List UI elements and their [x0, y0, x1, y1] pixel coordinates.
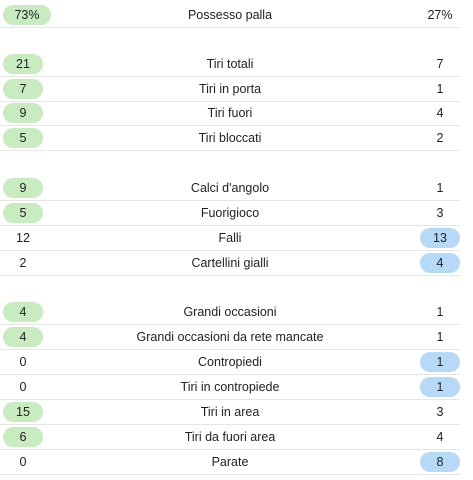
away-value: 27%	[427, 8, 453, 22]
home-value: 21	[3, 54, 43, 74]
stat-row-counter-attack-shots: 0 Tiri in contropiede 1	[0, 375, 460, 400]
stat-row-possession: 73% Possesso palla 27%	[0, 3, 460, 28]
home-value: 5	[3, 203, 43, 223]
away-value: 1	[436, 82, 444, 96]
home-value: 5	[3, 128, 43, 148]
away-value: 4	[436, 430, 444, 444]
stat-label: Falli	[218, 231, 242, 245]
stat-row-corners: 9 Calci d'angolo 1	[0, 176, 460, 201]
home-value: 73%	[3, 5, 51, 25]
away-value: 4	[436, 106, 444, 120]
away-value: 4	[420, 253, 460, 273]
stat-label: Tiri fuori	[207, 106, 253, 120]
away-value: 13	[420, 228, 460, 248]
away-value: 1	[436, 181, 444, 195]
home-value: 0	[19, 380, 27, 394]
stat-row-big-chances-missed: 4 Grandi occasioni da rete mancate 1	[0, 325, 460, 350]
stat-label: Contropiedi	[198, 355, 262, 369]
stat-label: Fuorigioco	[200, 206, 260, 220]
home-value: 12	[16, 231, 30, 245]
stat-label: Possesso palla	[187, 8, 273, 22]
stat-row-shots-off-target: 9 Tiri fuori 4	[0, 101, 460, 126]
away-value: 1	[420, 352, 460, 372]
home-value: 9	[3, 103, 43, 123]
home-value: 0	[19, 355, 27, 369]
away-value: 1	[436, 330, 444, 344]
stat-label: Tiri totali	[206, 57, 254, 71]
stat-label: Tiri bloccati	[198, 131, 262, 145]
away-value: 3	[436, 405, 444, 419]
away-value: 8	[420, 452, 460, 472]
home-value: 9	[3, 178, 43, 198]
stat-label: Tiri in porta	[198, 82, 262, 96]
stat-row-shots-inside-box: 15 Tiri in area 3	[0, 400, 460, 425]
away-value: 1	[420, 377, 460, 397]
stat-label: Tiri da fuori area	[184, 430, 276, 444]
stat-row-shots-outside-box: 6 Tiri da fuori area 4	[0, 425, 460, 450]
stat-row-offsides: 5 Fuorigioco 3	[0, 201, 460, 226]
stat-row-fouls: 12 Falli 13	[0, 226, 460, 251]
stat-row-saves: 0 Parate 8	[0, 450, 460, 475]
away-value: 3	[436, 206, 444, 220]
stat-row-blocked-shots: 5 Tiri bloccati 2	[0, 126, 460, 151]
stat-label: Parate	[211, 455, 249, 469]
stat-row-shots-on-target: 7 Tiri in porta 1	[0, 77, 460, 102]
away-value: 7	[436, 57, 444, 71]
stat-label: Grandi occasioni da rete mancate	[136, 330, 324, 344]
stat-row-counter-attacks: 0 Contropiedi 1	[0, 350, 460, 375]
home-value: 0	[19, 455, 27, 469]
stat-label: Tiri in contropiede	[180, 380, 280, 394]
stat-label: Calci d'angolo	[190, 181, 270, 195]
stat-label: Cartellini gialli	[191, 256, 269, 270]
home-value: 4	[3, 302, 43, 322]
home-value: 2	[19, 256, 27, 270]
home-value: 4	[3, 327, 43, 347]
stat-row-total-shots: 21 Tiri totali 7	[0, 52, 460, 77]
stat-row-big-chances: 4 Grandi occasioni 1	[0, 300, 460, 325]
stat-label: Tiri in area	[200, 405, 260, 419]
home-value: 7	[3, 79, 43, 99]
home-value: 6	[3, 427, 43, 447]
away-value: 2	[436, 131, 444, 145]
stat-label: Grandi occasioni	[183, 305, 277, 319]
away-value: 1	[436, 305, 444, 319]
stat-row-yellow-cards: 2 Cartellini gialli 4	[0, 251, 460, 276]
home-value: 15	[3, 402, 43, 422]
